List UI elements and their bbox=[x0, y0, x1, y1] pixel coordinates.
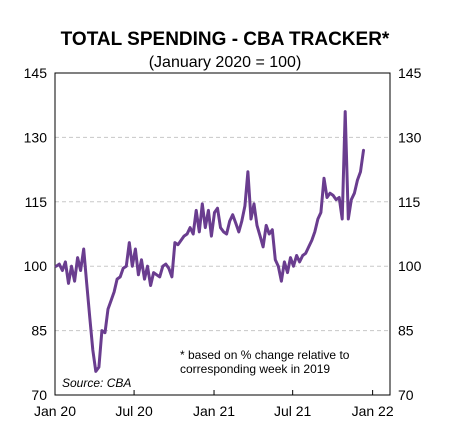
x-tick-label-4: Jan 22 bbox=[352, 403, 394, 419]
y-tick-label-right-100: 100 bbox=[398, 258, 422, 274]
footnote-line-2: corresponding week in 2019 bbox=[180, 362, 330, 376]
y-tick-label-left-145: 145 bbox=[24, 65, 48, 81]
x-axis-ticks bbox=[133, 390, 374, 395]
y-tick-label-left-70: 70 bbox=[31, 387, 47, 403]
series-group bbox=[54, 110, 365, 373]
x-tick-label-0: Jan 20 bbox=[34, 403, 76, 419]
y-tick-label-right-115: 115 bbox=[398, 194, 421, 210]
y-tick-label-right-145: 145 bbox=[398, 65, 422, 81]
gridlines bbox=[55, 136, 390, 332]
y-tick-label-left-100: 100 bbox=[24, 258, 48, 274]
y-tick-label-right-70: 70 bbox=[398, 387, 414, 403]
y-tick-label-right-85: 85 bbox=[398, 323, 414, 339]
chart-subtitle: (January 2020 = 100) bbox=[149, 54, 302, 71]
x-tick-label-3: Jul 21 bbox=[274, 403, 312, 419]
y-tick-label-left-115: 115 bbox=[25, 194, 48, 210]
y-tick-label-left-85: 85 bbox=[31, 323, 47, 339]
plot-frame bbox=[54, 72, 391, 396]
x-tick-label-1: Jul 20 bbox=[115, 403, 153, 419]
series-line-0 bbox=[54, 110, 365, 373]
y-tick-label-right-130: 130 bbox=[398, 129, 422, 145]
y-axis-labels: 70 70 85 85 100 100 115 115 130 130 145 145 bbox=[24, 65, 422, 403]
y-tick-label-left-130: 130 bbox=[24, 129, 48, 145]
chart-title: TOTAL SPENDING - CBA TRACKER* bbox=[61, 29, 390, 50]
source-note: Source: CBA bbox=[62, 376, 131, 390]
x-tick-label-2: Jan 21 bbox=[193, 403, 235, 419]
footnote-line-1: * based on % change relative to bbox=[180, 348, 350, 362]
x-axis-labels: Jan 20 Jul 20 Jan 21 Jul 21 Jan 22 bbox=[34, 403, 394, 419]
